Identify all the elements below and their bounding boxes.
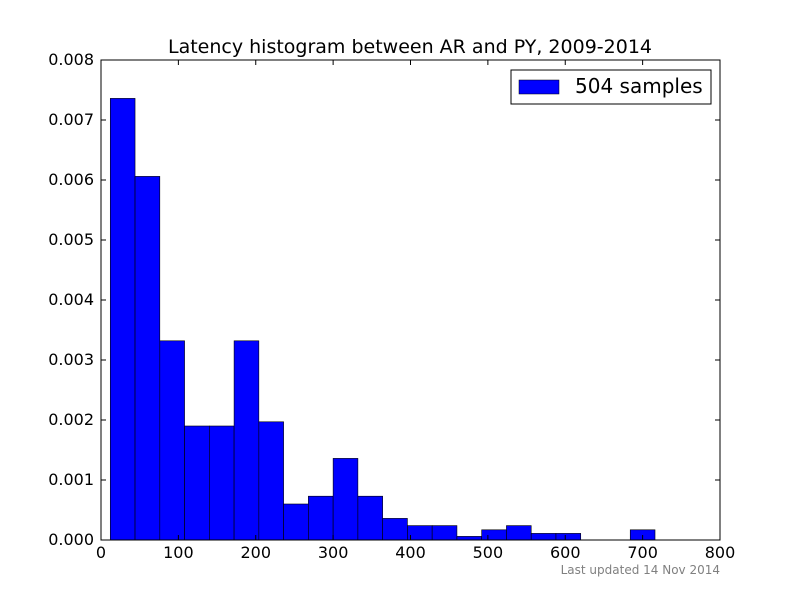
histogram-bar-15 [481, 529, 507, 541]
y-tick-label: 0.001 [48, 470, 94, 489]
y-tick-label: 0.005 [48, 230, 94, 249]
y-axis: 0.000 0.001 0.002 0.003 0.004 0.005 0.006 0.007… [48, 50, 720, 549]
histogram-bar-17 [530, 533, 557, 541]
legend: 504 samples [510, 69, 712, 105]
legend-label: 504 samples [575, 74, 703, 98]
histogram-bar-6 [258, 421, 284, 541]
histogram-bar-0 [109, 98, 136, 541]
histogram-bar-8 [308, 495, 334, 541]
y-tick-label: 0.007 [48, 110, 94, 129]
histogram-bar-2 [159, 340, 185, 541]
histogram-bar-14 [456, 536, 482, 541]
y-tick-label: 0.008 [48, 50, 94, 69]
y-tick-label: 0.002 [48, 410, 94, 429]
histogram-bars [109, 98, 656, 541]
y-tick-label: 0.004 [48, 290, 94, 309]
x-tick-label: 100 [163, 543, 194, 562]
histogram-bar-4 [209, 425, 235, 541]
x-tick-label: 500 [473, 543, 504, 562]
histogram-bar-9 [332, 458, 359, 541]
histogram-bar-3 [184, 425, 210, 541]
y-tick-label: 0.000 [48, 530, 94, 549]
y-tick-label: 0.006 [48, 170, 94, 189]
x-tick-label: 700 [627, 543, 658, 562]
histogram-bar-16 [506, 525, 532, 541]
x-tick-label: 0 [96, 543, 106, 562]
last-updated-note: Last updated 14 Nov 2014 [561, 563, 720, 577]
histogram-bar-18 [555, 533, 582, 541]
histogram-bar-13 [431, 525, 458, 541]
histogram-bar-7 [283, 503, 309, 541]
x-tick-label: 400 [395, 543, 426, 562]
histogram-bar-1 [134, 176, 161, 541]
y-tick-label: 0.003 [48, 350, 94, 369]
histogram-bar-11 [382, 518, 408, 541]
histogram-bar-10 [357, 495, 383, 541]
x-tick-label: 800 [705, 543, 736, 562]
x-tick-label: 300 [318, 543, 349, 562]
x-tick-label: 600 [550, 543, 581, 562]
x-axis: 0 100 200 300 400 500 600 700 800 [96, 60, 735, 562]
legend-swatch [518, 79, 560, 95]
x-tick-label: 200 [240, 543, 271, 562]
histogram-bar-12 [407, 525, 433, 541]
chart-title: Latency histogram between AR and PY, 200… [168, 36, 652, 58]
histogram-bar-5 [233, 340, 260, 541]
